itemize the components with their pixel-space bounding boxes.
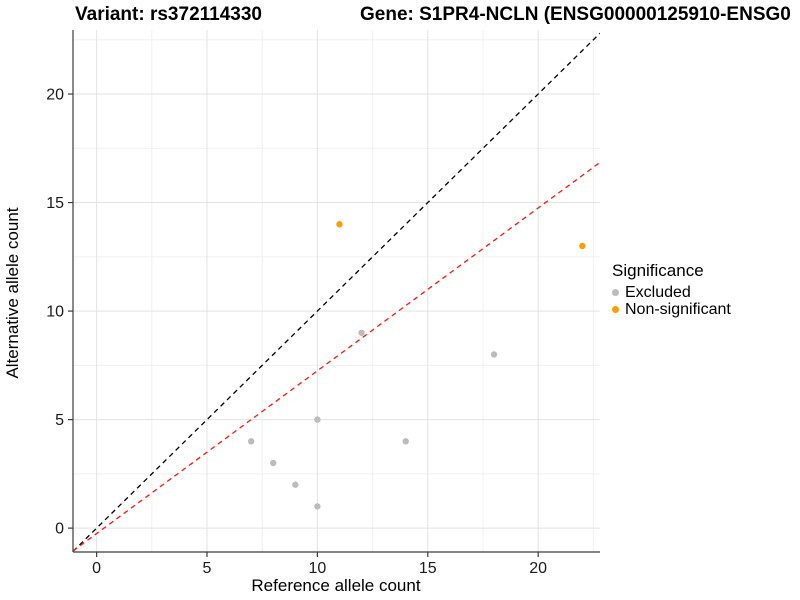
x-tick-label: 10 [309,560,327,577]
gene-title: Gene: S1PR4-NCLN (ENSG00000125910-ENSG0 [360,4,791,25]
data-point-excluded [270,459,277,467]
data-point-excluded [247,438,255,445]
x-axis-label-wrap: Reference allele count [0,576,672,596]
y-tick-label: 15 [46,195,64,212]
data-point-excluded [292,481,299,488]
data-point-excluded [358,329,365,336]
x-tick-label: 0 [92,560,101,577]
data-point-non-significant [579,242,586,250]
y-tick-label: 5 [55,412,64,429]
data-point-excluded [314,503,321,510]
y-tick-label: 20 [46,87,64,104]
data-point-excluded [314,416,321,423]
data-point-excluded [402,438,409,445]
y-tick-label: 0 [55,521,64,538]
legend-title: Significance [612,261,704,280]
fit-line [73,161,600,552]
x-tick-label: 5 [203,560,212,577]
x-tick-label: 15 [419,560,437,577]
legend-item-excluded: Excluded [612,284,731,301]
x-tick-label: 20 [529,560,547,577]
data-point-excluded [490,351,498,358]
variant-title: Variant: rs372114330 [75,4,262,25]
legend: Significance Excluded Non-significant [612,261,731,318]
legend-item-label: Excluded [625,283,691,301]
excluded-dot-icon [612,289,619,296]
legend-item-non-significant: Non-significant [612,301,731,318]
non-significant-dot-icon [612,306,619,313]
legend-item-label: Non-significant [625,300,731,318]
data-point-non-significant [336,221,343,228]
y-tick-label: 10 [46,304,64,321]
y-axis-label: Alternative allele count [3,207,22,379]
identity-line [73,32,600,552]
x-axis-label: Reference allele count [251,576,421,595]
